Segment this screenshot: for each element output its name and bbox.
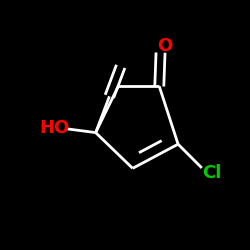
Text: HO: HO xyxy=(40,118,70,136)
Text: O: O xyxy=(157,37,172,55)
Text: Cl: Cl xyxy=(202,164,222,182)
